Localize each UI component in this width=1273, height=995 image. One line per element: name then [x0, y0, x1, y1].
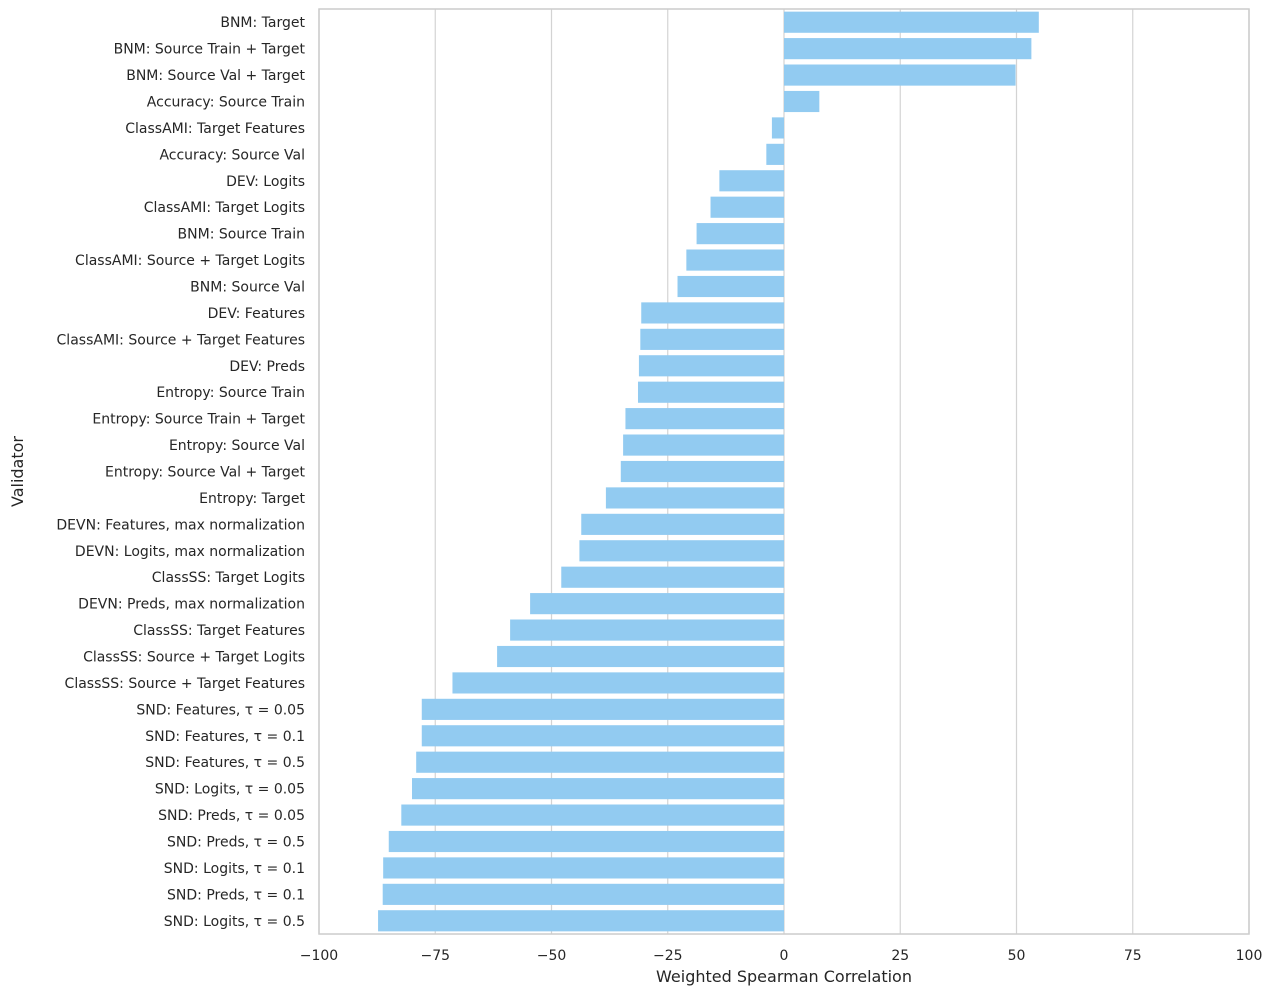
- y-tick-label-6: DEV: Logits: [226, 174, 305, 190]
- bars: [378, 11, 1039, 932]
- bar-9: [686, 249, 784, 271]
- y-tick-label-13: DEV: Preds: [229, 359, 305, 375]
- bar-11: [641, 302, 784, 324]
- plot-frame: [318, 8, 1250, 935]
- bar-0: [784, 11, 1039, 33]
- y-tick-label-3: Accuracy: Source Train: [147, 95, 305, 111]
- bar-12: [640, 328, 784, 350]
- bar-17: [620, 460, 784, 483]
- bar-27: [421, 725, 784, 747]
- y-tick-label-25: ClassSS: Source + Target Features: [65, 676, 305, 692]
- y-tick-label-19: DEVN: Features, max normalization: [56, 517, 305, 533]
- y-tick-label-23: ClassSS: Target Features: [133, 623, 305, 639]
- bar-5: [766, 143, 784, 165]
- bar-29: [412, 778, 784, 800]
- y-axis-label: Validator: [8, 436, 27, 507]
- bar-8: [696, 223, 784, 245]
- y-tick-label-11: DEV: Features: [208, 306, 305, 322]
- bar-23: [510, 619, 784, 641]
- y-tick-label-14: Entropy: Source Train: [156, 385, 305, 401]
- bar-25: [452, 672, 784, 694]
- bar-1: [784, 38, 1032, 60]
- bar-16: [623, 434, 784, 456]
- y-tick-label-12: ClassAMI: Source + Target Features: [57, 332, 305, 348]
- y-tick-labels: BNM: Target BNM: Source Train + Target BNM…: [56, 15, 305, 930]
- bar-4: [771, 117, 784, 139]
- y-tick-label-21: ClassSS: Target Logits: [152, 570, 305, 586]
- y-tick-label-2: BNM: Source Val + Target: [126, 68, 305, 84]
- bar-2: [784, 64, 1016, 86]
- y-tick-label-10: BNM: Source Val: [190, 280, 305, 296]
- y-tick-label-7: ClassAMI: Target Logits: [144, 200, 305, 216]
- y-tick-label-24: ClassSS: Source + Target Logits: [83, 650, 305, 666]
- y-tick-label-28: SND: Features, τ = 0.5: [145, 755, 305, 771]
- y-tick-label-8: BNM: Source Train: [178, 227, 305, 243]
- y-tick-label-33: SND: Preds, τ = 0.1: [167, 887, 305, 903]
- bar-20: [579, 540, 784, 562]
- bar-30: [401, 804, 784, 826]
- y-tick-label-22: DEVN: Preds, max normalization: [78, 597, 305, 613]
- x-tick-label-6: 50: [1008, 948, 1026, 964]
- y-tick-label-32: SND: Logits, τ = 0.1: [164, 861, 305, 877]
- bar-13: [638, 355, 784, 377]
- y-tick-label-31: SND: Preds, τ = 0.5: [167, 835, 305, 851]
- bar-7: [710, 196, 784, 218]
- y-tick-label-17: Entropy: Source Val + Target: [105, 465, 305, 481]
- y-tick-label-16: Entropy: Source Val: [169, 438, 305, 454]
- y-tick-label-34: SND: Logits, τ = 0.5: [164, 914, 305, 930]
- bar-21: [561, 566, 784, 588]
- y-tick-label-15: Entropy: Source Train + Target: [92, 412, 305, 428]
- bar-22: [530, 593, 784, 615]
- y-tick-label-1: BNM: Source Train + Target: [114, 42, 306, 58]
- x-tick-label-8: 100: [1236, 948, 1263, 964]
- bar-28: [416, 751, 784, 773]
- y-tick-label-20: DEVN: Logits, max normalization: [75, 544, 305, 560]
- x-tick-label-4: 0: [780, 948, 789, 964]
- x-tick-label-2: −50: [537, 948, 567, 964]
- bar-6: [719, 170, 784, 192]
- y-tick-label-30: SND: Preds, τ = 0.05: [158, 808, 305, 824]
- bar-32: [383, 857, 784, 879]
- y-tick-label-5: Accuracy: Source Val: [159, 147, 305, 163]
- y-tick-label-26: SND: Features, τ = 0.05: [136, 702, 305, 718]
- y-tick-label-4: ClassAMI: Target Features: [125, 121, 305, 137]
- x-tick-label-0: −100: [300, 948, 338, 964]
- bar-19: [581, 513, 784, 535]
- x-axis-label: Weighted Spearman Correlation: [656, 967, 912, 986]
- bar-3: [784, 90, 820, 113]
- bar-15: [625, 408, 784, 430]
- bar-26: [421, 698, 784, 720]
- x-tick-label-7: 75: [1124, 948, 1142, 964]
- bar-18: [605, 487, 784, 509]
- y-tick-label-27: SND: Features, τ = 0.1: [145, 729, 305, 745]
- bar-34: [378, 910, 784, 932]
- x-tick-labels: −100 −75 −50 −25 0 25 50 75 100: [300, 948, 1263, 964]
- x-tick-label-1: −75: [420, 948, 450, 964]
- bar-24: [497, 645, 784, 668]
- y-tick-label-0: BNM: Target: [220, 15, 305, 31]
- bar-14: [637, 381, 784, 403]
- y-tick-label-18: Entropy: Target: [199, 491, 305, 507]
- y-tick-label-9: ClassAMI: Source + Target Logits: [75, 253, 305, 269]
- y-tick-label-29: SND: Logits, τ = 0.05: [155, 782, 305, 798]
- x-tick-label-5: 25: [891, 948, 909, 964]
- bar-31: [388, 830, 784, 853]
- bar-33: [382, 883, 784, 905]
- bar-10: [677, 275, 784, 298]
- x-tick-label-3: −25: [653, 948, 683, 964]
